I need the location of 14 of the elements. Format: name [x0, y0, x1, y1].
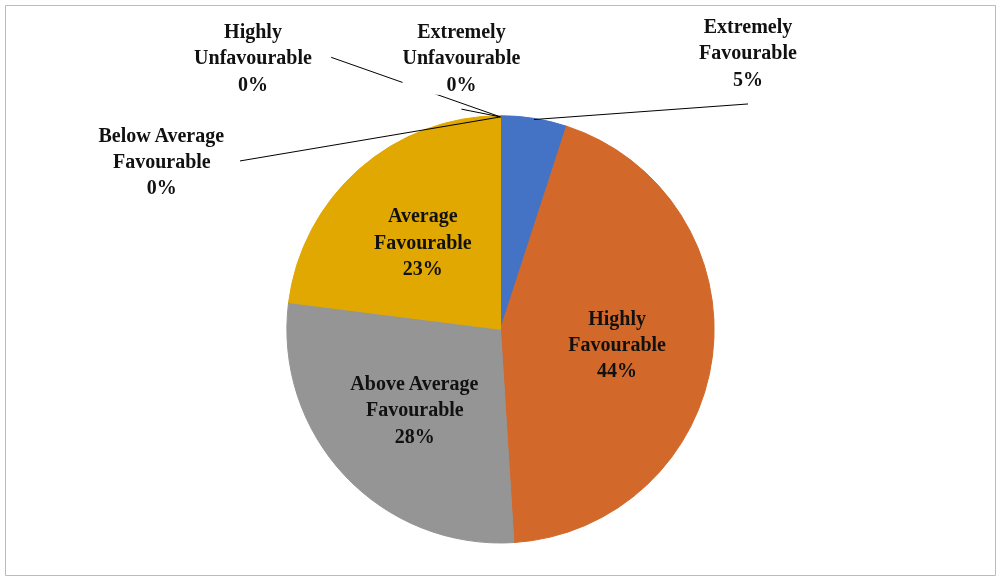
- slice-label: Extremely Favourable: [699, 14, 798, 64]
- text: 0%: [146, 176, 177, 199]
- data-label: 23%: [402, 257, 443, 280]
- category-label: Below Average Favourable: [98, 123, 225, 172]
- slice-label: Above Average Favourable: [350, 371, 479, 421]
- data-label: 28%: [394, 424, 435, 447]
- text: 0%: [238, 72, 268, 95]
- data-label: 44%: [597, 359, 638, 382]
- data-label: 5%: [733, 67, 763, 90]
- category-label: Extremely Unfavourable: [402, 19, 521, 69]
- text: 0%: [446, 72, 477, 95]
- category-label: Highly Unfavourable: [194, 19, 312, 69]
- slice-label: Highly Favourable: [568, 306, 667, 356]
- slice-label: Average Favourable: [373, 204, 472, 253]
